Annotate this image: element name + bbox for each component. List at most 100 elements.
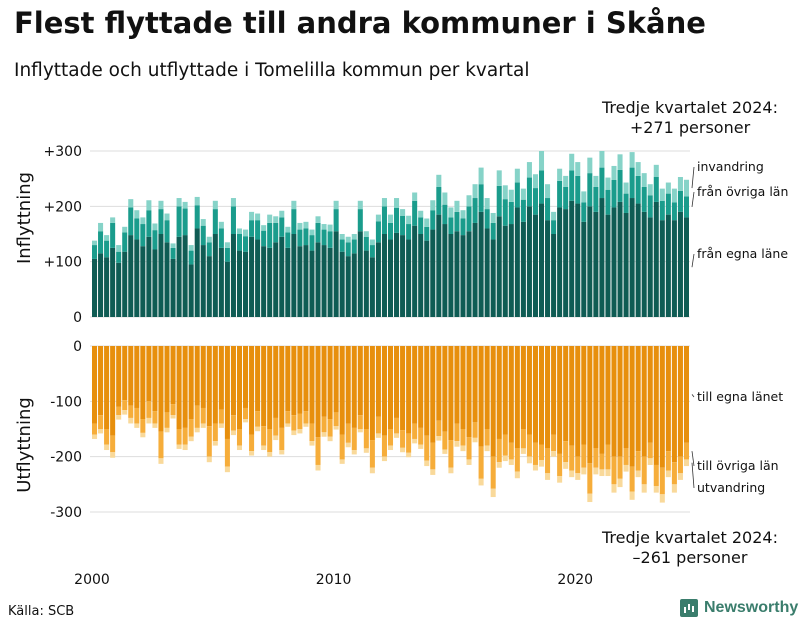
bar-inflow-segment bbox=[418, 234, 424, 317]
bar-inflow-segment bbox=[122, 251, 128, 317]
bar-outflow-segment bbox=[665, 470, 671, 478]
bar-inflow-segment bbox=[394, 207, 400, 233]
bar-outflow-segment bbox=[309, 423, 315, 442]
bar-outflow-segment bbox=[532, 442, 538, 465]
ytick-label-out: -300 bbox=[50, 505, 82, 521]
bar-outflow-segment bbox=[200, 423, 206, 428]
bar-inflow-segment bbox=[502, 225, 508, 317]
bar-inflow-segment bbox=[671, 188, 677, 203]
series-labels: invandring från övriga län från egna läne t… bbox=[691, 159, 788, 495]
bar-outflow-segment bbox=[297, 346, 303, 414]
bar-outflow-segment bbox=[490, 488, 496, 498]
bar-outflow-segment bbox=[647, 458, 653, 465]
bar-outflow-segment bbox=[164, 427, 170, 433]
bar-outflow-segment bbox=[406, 452, 412, 458]
bar-outflow-segment bbox=[279, 427, 285, 451]
bar-outflow-segment bbox=[357, 429, 363, 433]
bar-outflow-segment bbox=[345, 423, 351, 443]
bar-inflow-segment bbox=[460, 210, 466, 219]
bar-outflow-segment bbox=[581, 467, 587, 475]
series-leader-line bbox=[691, 166, 695, 189]
bar-outflow-segment bbox=[599, 469, 605, 477]
bar-inflow-segment bbox=[526, 177, 532, 207]
bar-inflow-segment bbox=[206, 242, 212, 257]
bar-outflow-segment bbox=[98, 415, 104, 429]
bar-outflow-segment bbox=[134, 407, 140, 424]
bar-outflow-segment bbox=[230, 430, 236, 436]
bar-outflow-segment bbox=[134, 423, 140, 428]
bar-inflow-segment bbox=[218, 228, 224, 248]
bar-inflow-segment bbox=[436, 174, 442, 187]
bar-inflow-segment bbox=[484, 209, 490, 229]
bar-outflow-segment bbox=[333, 426, 339, 430]
bar-inflow-segment bbox=[599, 198, 605, 317]
bar-outflow-segment bbox=[110, 435, 116, 453]
bar-inflow-segment bbox=[599, 167, 605, 199]
outflow-bars bbox=[92, 346, 689, 503]
bar-inflow-segment bbox=[472, 184, 478, 199]
bar-inflow-segment bbox=[617, 169, 623, 202]
bar-inflow-segment bbox=[339, 251, 345, 317]
bar-inflow-segment bbox=[557, 207, 563, 317]
bar-inflow-segment bbox=[551, 234, 557, 317]
bar-outflow-segment bbox=[218, 423, 224, 428]
bar-outflow-segment bbox=[230, 346, 236, 416]
ytick-label-in: 0 bbox=[73, 310, 82, 326]
bar-inflow-segment bbox=[478, 167, 484, 185]
bar-outflow-segment bbox=[575, 473, 581, 480]
bar-outflow-segment bbox=[424, 435, 430, 461]
bar-inflow-segment bbox=[249, 211, 255, 221]
bar-inflow-segment bbox=[490, 222, 496, 240]
bar-outflow-segment bbox=[92, 434, 98, 439]
bar-outflow-segment bbox=[128, 346, 134, 406]
brand-logo-icon bbox=[680, 599, 698, 617]
bar-outflow-segment bbox=[436, 420, 442, 437]
bar-outflow-segment bbox=[605, 469, 611, 477]
bar-outflow-segment bbox=[671, 346, 677, 463]
bar-inflow-segment bbox=[442, 192, 448, 205]
bar-outflow-segment bbox=[508, 459, 514, 465]
bar-outflow-segment bbox=[677, 473, 683, 480]
bar-outflow-segment bbox=[484, 445, 490, 452]
bar-inflow-segment bbox=[369, 239, 375, 246]
bar-inflow-segment bbox=[279, 217, 285, 237]
ytick-label-in: +300 bbox=[44, 144, 82, 160]
bar-outflow-segment bbox=[508, 346, 514, 443]
bar-inflow-segment bbox=[303, 228, 309, 246]
bar-outflow-segment bbox=[581, 346, 587, 445]
bar-outflow-segment bbox=[538, 459, 545, 467]
bar-inflow-segment bbox=[605, 177, 611, 190]
bar-outflow-segment bbox=[430, 469, 436, 475]
bar-inflow-segment bbox=[230, 206, 236, 234]
bar-outflow-segment bbox=[677, 456, 683, 474]
bar-inflow-segment bbox=[176, 206, 182, 237]
bar-inflow-segment bbox=[158, 234, 164, 317]
bar-inflow-segment bbox=[653, 164, 659, 178]
bar-outflow-segment bbox=[387, 445, 394, 451]
bar-outflow-segment bbox=[563, 462, 569, 469]
bar-inflow-segment bbox=[309, 250, 315, 317]
bar-outflow-segment bbox=[218, 346, 224, 410]
bar-outflow-segment bbox=[394, 346, 400, 418]
bar-outflow-segment bbox=[224, 466, 230, 473]
bar-inflow-segment bbox=[230, 234, 236, 317]
bar-outflow-segment bbox=[297, 429, 303, 434]
bar-inflow-segment bbox=[508, 201, 514, 225]
xtick-label: 2020 bbox=[557, 572, 593, 588]
bar-outflow-segment bbox=[333, 412, 339, 427]
bar-outflow-segment bbox=[641, 456, 647, 485]
bar-inflow-segment bbox=[224, 261, 230, 317]
bar-outflow-segment bbox=[635, 451, 641, 471]
bar-inflow-segment bbox=[243, 251, 249, 317]
bar-outflow-segment bbox=[381, 456, 387, 462]
bar-inflow-segment bbox=[454, 231, 460, 317]
bar-outflow-segment bbox=[623, 448, 629, 465]
bar-outflow-segment bbox=[611, 484, 617, 493]
bar-inflow-segment bbox=[164, 242, 170, 317]
bar-outflow-segment bbox=[243, 407, 249, 420]
bar-outflow-segment bbox=[387, 346, 394, 429]
bar-inflow-segment bbox=[623, 193, 629, 213]
bar-inflow-segment bbox=[635, 162, 641, 176]
bar-inflow-segment bbox=[182, 201, 188, 209]
bar-outflow-segment bbox=[454, 441, 460, 447]
